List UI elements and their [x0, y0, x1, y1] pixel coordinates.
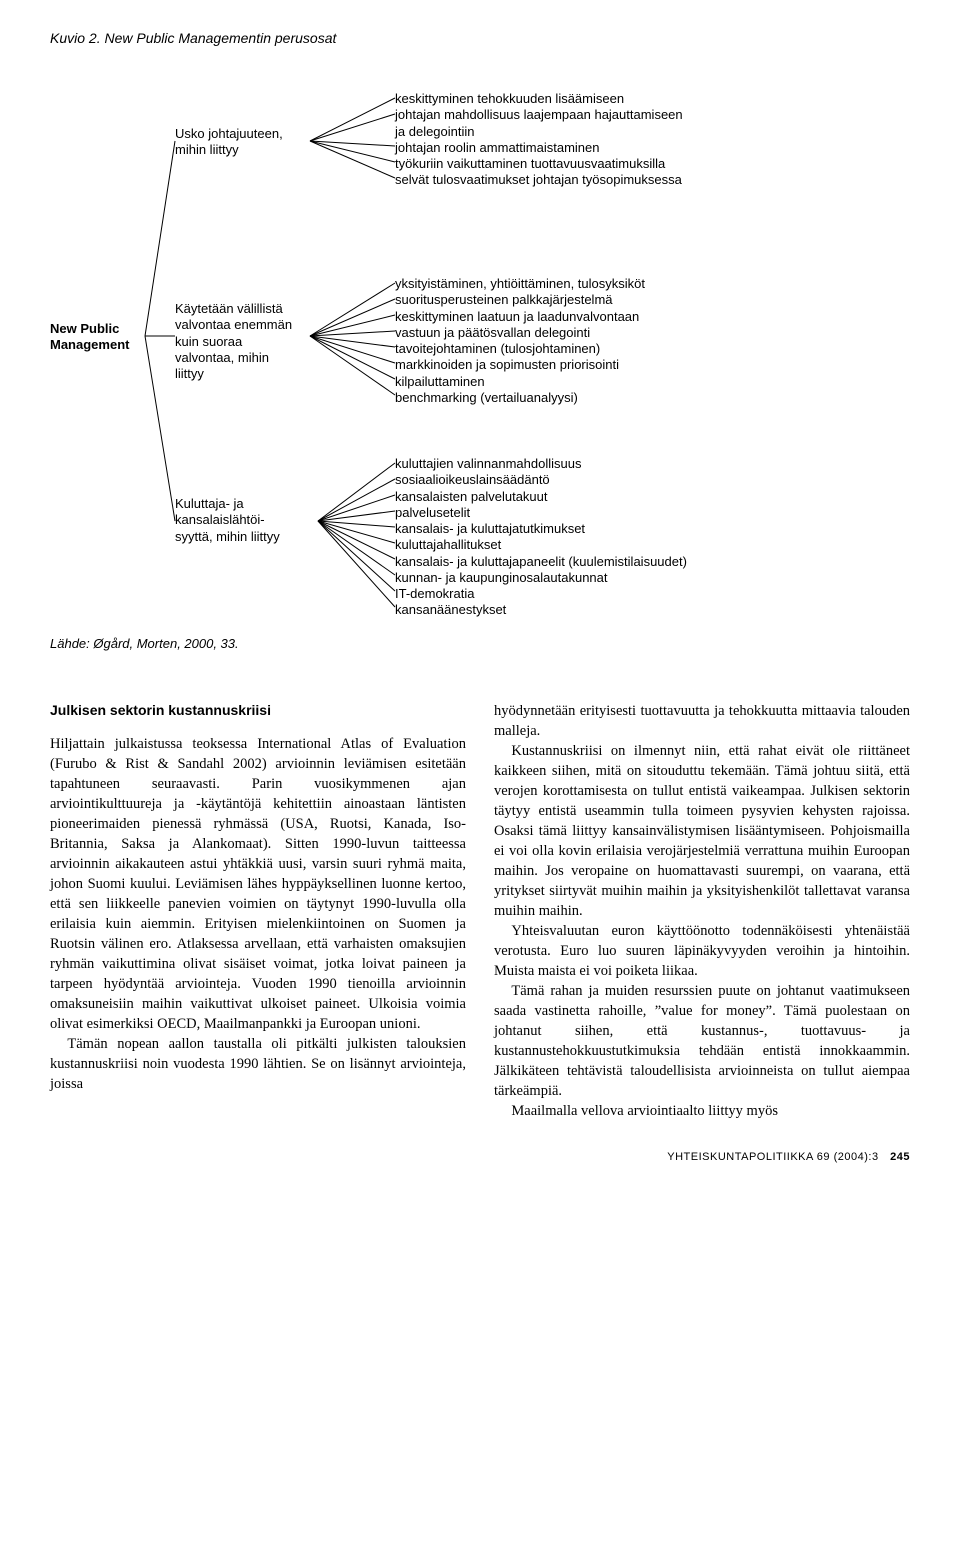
paragraph: Yhteisvaluutan euron käyttöönotto todenn…	[494, 921, 910, 981]
diagram-leaves-2: yksityistäminen, yhtiöittäminen, tulosyk…	[395, 276, 645, 406]
page-footer: YHTEISKUNTAPOLITIIKKA 69 (2004):3 245	[50, 1151, 910, 1163]
journal-ref: YHTEISKUNTAPOLITIIKKA 69 (2004):3	[667, 1151, 878, 1163]
figure-title: Kuvio 2. New Public Managementin perusos…	[50, 30, 910, 46]
diagram-leaves-3: kuluttajien valinnanmahdollisuus sosiaal…	[395, 456, 687, 619]
column-right: hyödynnetään erityisesti tuottavuutta ja…	[494, 701, 910, 1121]
paragraph: Tämän nopean aallon taustalla oli pitkäl…	[50, 1034, 466, 1094]
diagram-root: New PublicManagement	[50, 321, 145, 354]
npm-diagram: New PublicManagement Usko johtajuuteen,m…	[50, 66, 910, 626]
diagram-mid-1: Usko johtajuuteen,mihin liittyy	[175, 126, 310, 159]
diagram-mid-2: Käytetään välillistävalvontaa enemmänkui…	[175, 301, 310, 382]
body-columns: Julkisen sektorin kustannuskriisi Hiljat…	[50, 701, 910, 1121]
diagram-leaves-1: keskittyminen tehokkuuden lisäämiseen jo…	[395, 91, 683, 189]
paragraph: Maailmalla vellova arviointiaalto liitty…	[494, 1101, 910, 1121]
paragraph: Hiljattain julkaistussa teoksessa Intern…	[50, 734, 466, 1034]
section-heading: Julkisen sektorin kustannuskriisi	[50, 701, 466, 720]
page-number: 245	[890, 1151, 910, 1163]
column-left: Julkisen sektorin kustannuskriisi Hiljat…	[50, 701, 466, 1121]
diagram-mid-3: Kuluttaja- jakansalaislähtöi-syyttä, mih…	[175, 496, 315, 545]
paragraph: Kustannuskriisi on ilmennyt niin, että r…	[494, 741, 910, 921]
paragraph: Tämä rahan ja muiden resurssien puute on…	[494, 981, 910, 1101]
figure-source: Lähde: Øgård, Morten, 2000, 33.	[50, 636, 910, 651]
paragraph: hyödynnetään erityisesti tuottavuutta ja…	[494, 701, 910, 741]
